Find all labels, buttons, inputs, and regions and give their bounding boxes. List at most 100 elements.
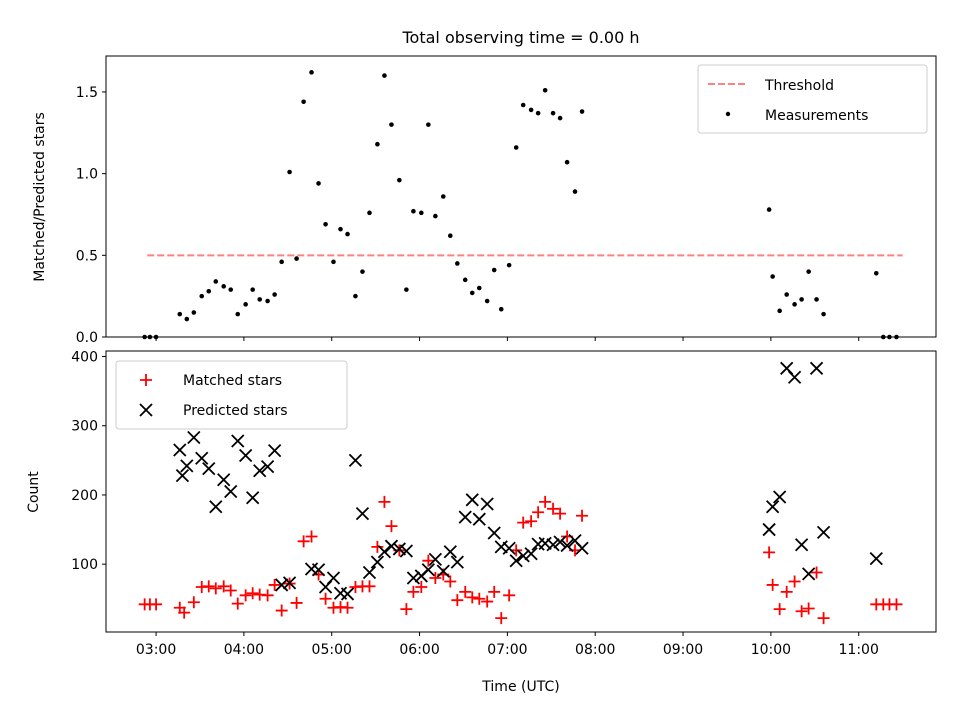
measurements-legend-label: Measurements xyxy=(765,108,868,124)
measurement-point xyxy=(506,262,512,268)
predicted-star-point xyxy=(175,468,190,483)
matched-star-point xyxy=(385,520,398,533)
matched-star-point xyxy=(795,605,808,618)
ratio-plot-frame xyxy=(105,55,937,338)
measurement-point xyxy=(513,145,519,150)
matched-star-point xyxy=(150,598,163,611)
measurement-point xyxy=(814,297,819,302)
count-y-tick-label: 300 xyxy=(71,419,98,435)
matched-star-point xyxy=(202,580,215,593)
matched-legend-swatch xyxy=(140,374,152,386)
count-y-tick-label: 400 xyxy=(71,350,98,366)
measurement-point xyxy=(301,99,306,105)
measurement-point xyxy=(806,269,811,274)
predicted-star-point xyxy=(765,500,780,514)
count-x-tick-label: 06:00 xyxy=(399,642,439,658)
predicted-star-point xyxy=(436,564,450,578)
measurement-point xyxy=(784,292,789,297)
measurement-point xyxy=(498,306,504,312)
predicted-star-point xyxy=(458,510,472,524)
predicted-star-point xyxy=(180,459,194,473)
matched-star-point xyxy=(466,591,479,604)
matched-star-point xyxy=(231,597,244,610)
predicted-star-point xyxy=(377,545,392,559)
measurement-point xyxy=(250,287,255,292)
predicted-star-point xyxy=(538,536,552,551)
predicted-star-point xyxy=(355,507,370,521)
count-x-tick-label: 08:00 xyxy=(575,642,615,658)
matched-star-point xyxy=(539,495,552,508)
measurement-point xyxy=(476,285,482,291)
measurement-point xyxy=(199,293,205,299)
measurement-point xyxy=(550,110,556,116)
measurement-point xyxy=(433,213,438,219)
predicted-legend-label: Predicted stars xyxy=(183,403,288,419)
measurement-point xyxy=(766,207,772,212)
measurement-point xyxy=(557,115,563,121)
predicted-star-point xyxy=(487,526,501,540)
predicted-star-point xyxy=(787,370,802,384)
predicted-star-point xyxy=(399,544,414,558)
predicted-star-point xyxy=(260,459,275,474)
ratio-y-tick-label: 1.5 xyxy=(76,85,98,101)
measurement-point xyxy=(353,293,358,299)
matched-star-point xyxy=(268,578,281,591)
measurement-point xyxy=(564,159,570,165)
measurement-point xyxy=(873,270,879,276)
matched-star-point xyxy=(547,502,560,515)
measurement-point xyxy=(491,267,497,273)
measurement-point xyxy=(462,277,468,283)
count-y-axis-label: Count xyxy=(26,471,42,513)
predicted-star-point xyxy=(421,563,435,577)
measurement-point xyxy=(572,189,578,194)
count-x-tick-label: 03:00 xyxy=(136,642,176,658)
predicted-star-point xyxy=(524,547,538,561)
predicted-star-point xyxy=(406,571,421,585)
predicted-star-point xyxy=(472,512,486,526)
ratio-y-tick-label: 1.0 xyxy=(76,167,98,183)
predicted-star-point xyxy=(348,453,363,467)
measurement-point xyxy=(360,269,365,274)
measurement-point xyxy=(228,287,234,292)
count-x-tick-label: 09:00 xyxy=(663,642,703,658)
matched-star-point xyxy=(305,530,318,543)
matched-star-point xyxy=(371,540,384,553)
count-x-tick-label: 10:00 xyxy=(751,642,791,658)
count-legend: Matched stars Predicted stars xyxy=(115,360,348,430)
matched-star-point xyxy=(532,506,545,519)
predicted-star-point xyxy=(187,430,201,445)
ratio-y-axis-label: Matched/Predicted stars xyxy=(32,112,48,282)
predicted-star-point xyxy=(282,576,297,590)
measurement-point xyxy=(294,256,299,261)
matched-star-point xyxy=(473,592,486,605)
matched-star-point xyxy=(239,589,252,602)
predicted-stars-points xyxy=(173,361,883,601)
predicted-star-point xyxy=(575,541,589,555)
predicted-star-point xyxy=(231,434,245,448)
measurement-point xyxy=(404,287,409,292)
predicted-star-point xyxy=(253,464,267,478)
matched-star-point xyxy=(178,606,191,619)
measurement-point xyxy=(177,311,183,317)
measurement-point xyxy=(455,261,460,266)
measurement-point xyxy=(799,297,804,302)
measurement-point xyxy=(770,274,775,279)
measurement-point xyxy=(528,107,534,113)
measurement-point xyxy=(221,284,226,289)
matched-star-point xyxy=(451,594,464,607)
measurement-point xyxy=(257,297,263,302)
measurement-point xyxy=(367,210,372,216)
matched-star-point xyxy=(503,589,516,602)
matched-star-point xyxy=(444,575,457,588)
matched-star-point xyxy=(187,596,200,609)
predicted-star-point xyxy=(516,549,530,563)
measurement-point xyxy=(579,109,585,114)
count-plot-frame xyxy=(105,350,937,633)
count-panel: 100 200 300 400 03:00 04:00 05:00 06:00 07:00 08… xyxy=(26,350,937,695)
count-x-tick-label: 11:00 xyxy=(839,642,879,658)
predicted-star-point xyxy=(326,571,341,585)
matched-star-point xyxy=(773,603,786,616)
chart-title: Total observing time = 0.00 h xyxy=(401,28,639,47)
measurement-point xyxy=(777,308,782,314)
measurement-point xyxy=(426,122,431,127)
